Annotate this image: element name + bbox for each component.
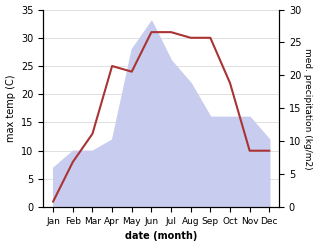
X-axis label: date (month): date (month) <box>125 231 197 242</box>
Y-axis label: med. precipitation (kg/m2): med. precipitation (kg/m2) <box>303 48 313 169</box>
Y-axis label: max temp (C): max temp (C) <box>5 75 16 142</box>
